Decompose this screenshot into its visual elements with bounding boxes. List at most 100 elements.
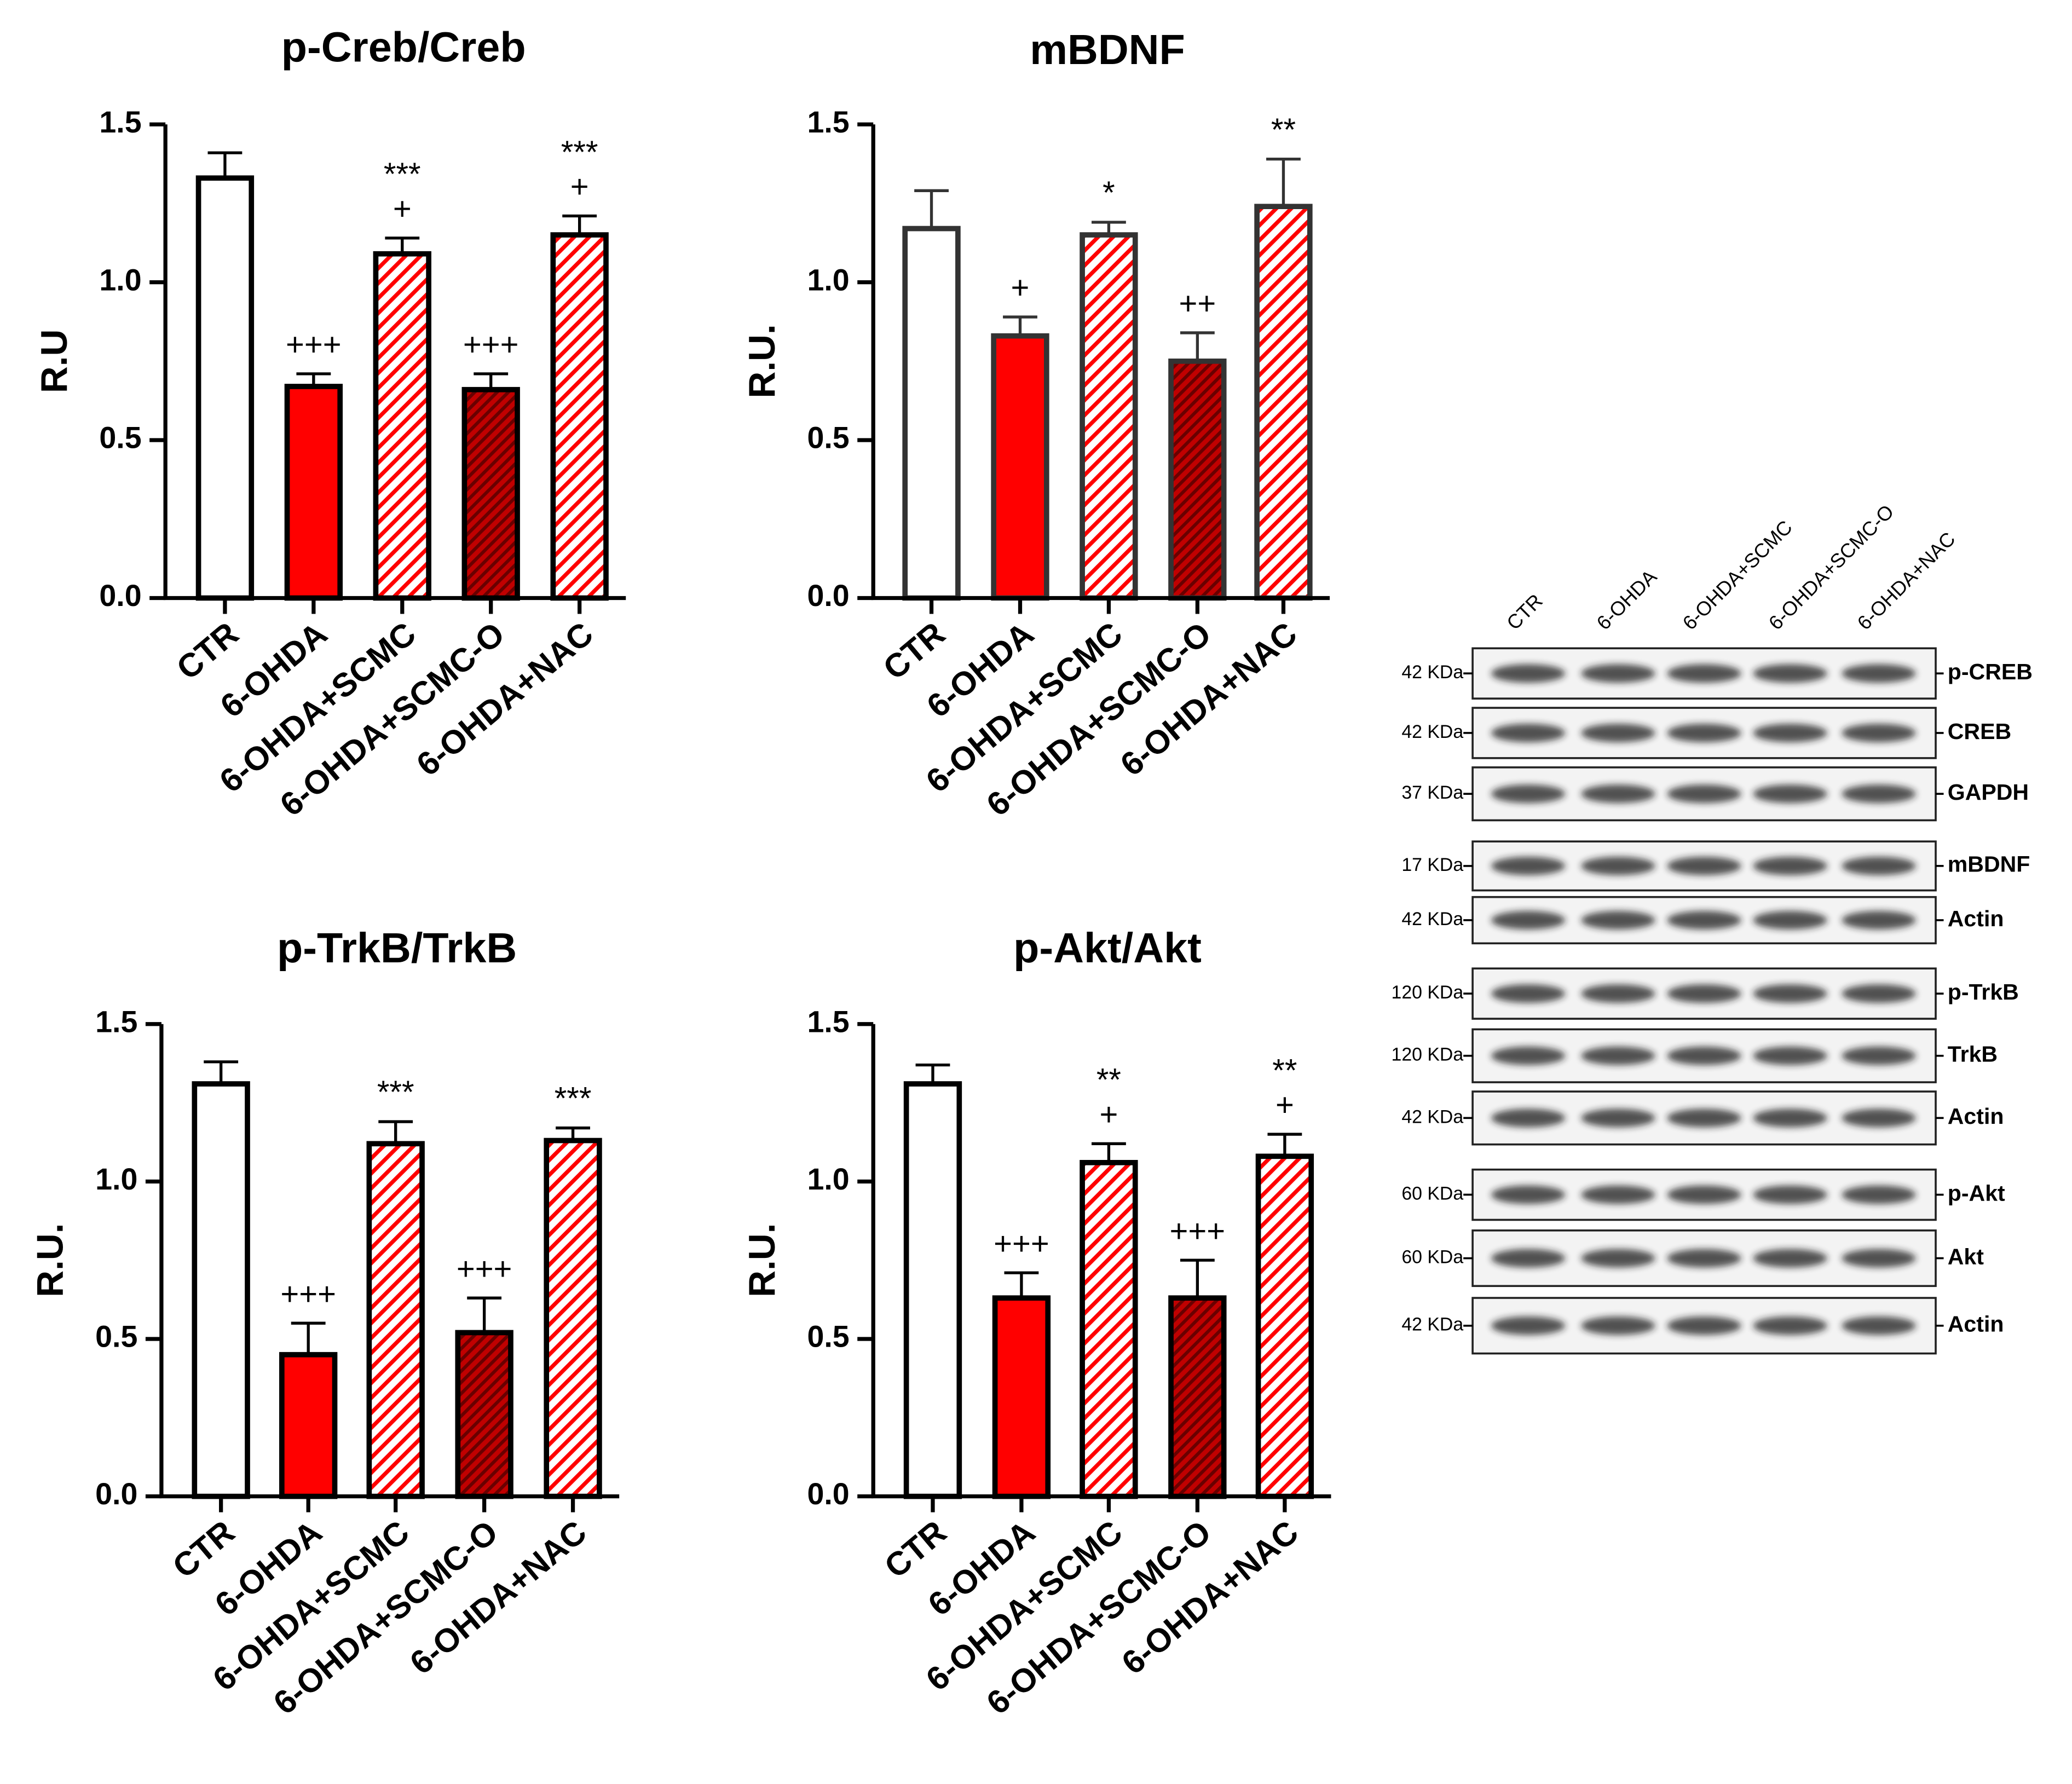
kda-label: 42 KDa <box>1401 909 1463 929</box>
band <box>1842 1316 1916 1335</box>
band <box>1581 1185 1655 1204</box>
band <box>1753 664 1827 683</box>
error-bar <box>1266 157 1301 207</box>
bar <box>991 333 1049 601</box>
y-tick-label: 0.5 <box>99 421 141 455</box>
band <box>1667 1249 1741 1268</box>
error-bar <box>204 1060 239 1084</box>
chart-title: mBDNF <box>1030 26 1185 73</box>
protein-label: TrkB <box>1948 1042 1998 1067</box>
bar <box>284 384 343 601</box>
kda-label: 37 KDa <box>1401 782 1463 803</box>
band <box>1842 1249 1916 1268</box>
chart: p-TrkB/TrkBR.U.0.00.51.01.5CTR+++6-OHDA*… <box>30 925 620 1722</box>
band <box>1753 1046 1827 1065</box>
significance-label: ** <box>1096 1063 1121 1098</box>
protein-label: GAPDH <box>1948 780 2029 805</box>
protein-label: Akt <box>1948 1244 1984 1269</box>
protein-label: p-CREB <box>1948 659 2033 684</box>
band <box>1753 984 1827 1003</box>
band <box>1842 911 1916 929</box>
band <box>1753 784 1827 804</box>
lane-label: CTR <box>1502 590 1547 634</box>
error-bar <box>291 1321 326 1355</box>
error-bar <box>915 1063 950 1084</box>
bar <box>1080 232 1138 601</box>
significance-label: + <box>393 191 412 227</box>
significance-label: +++ <box>463 327 519 362</box>
y-tick-label: 1.0 <box>99 263 141 297</box>
band <box>1753 1316 1827 1335</box>
band <box>1667 984 1741 1003</box>
protein-label: mBDNF <box>1948 852 2030 877</box>
band <box>1667 1316 1741 1335</box>
band <box>1491 664 1566 683</box>
axes <box>871 124 1330 601</box>
y-axis-label: R.U. <box>742 1223 783 1297</box>
y-axis-label: R.U <box>34 330 75 394</box>
error-bar <box>378 1120 413 1144</box>
band <box>1581 856 1655 875</box>
kda-label: 42 KDa <box>1401 721 1463 742</box>
y-tick-label: 0.5 <box>95 1320 137 1354</box>
error-bar <box>207 151 243 178</box>
band <box>1581 1249 1655 1268</box>
band <box>1581 724 1655 742</box>
chart-title: p-Creb/Creb <box>281 24 526 71</box>
band <box>1491 1046 1566 1065</box>
band <box>1491 984 1566 1003</box>
error-bar <box>1003 315 1037 336</box>
bar <box>373 251 431 601</box>
significance-label: *** <box>561 135 598 170</box>
y-tick-label: 1.5 <box>95 1004 137 1038</box>
axes <box>163 124 626 601</box>
y-tick-label: 1.0 <box>807 1162 849 1196</box>
significance-label: + <box>570 169 589 205</box>
y-tick-label: 0.5 <box>807 421 849 455</box>
band <box>1753 1249 1827 1268</box>
significance-label: *** <box>377 1075 414 1110</box>
bar <box>544 1138 602 1499</box>
error-bar <box>914 189 949 229</box>
bar <box>455 1330 513 1499</box>
protein-label: p-TrkB <box>1948 979 2019 1004</box>
band <box>1842 784 1916 804</box>
band <box>1581 1108 1655 1128</box>
band <box>1842 1046 1916 1065</box>
y-tick-label: 0.0 <box>807 579 849 613</box>
chart: p-Akt/AktR.U.0.00.51.01.5CTR+++6-OHDA**+… <box>742 925 1331 1722</box>
error-bar <box>467 1296 502 1333</box>
band <box>1491 724 1566 742</box>
band <box>1581 1316 1655 1335</box>
significance-label: + <box>1275 1087 1294 1123</box>
bar <box>1168 1295 1227 1499</box>
bar <box>1168 358 1227 601</box>
band <box>1667 856 1741 875</box>
error-bar <box>1092 1142 1126 1163</box>
y-axis-label: R.U. <box>30 1223 71 1297</box>
kda-label: 17 KDa <box>1401 855 1463 875</box>
band <box>1491 856 1566 875</box>
bar <box>1080 1159 1138 1499</box>
band <box>1667 1108 1741 1128</box>
significance-label: +++ <box>1170 1213 1226 1249</box>
chart: mBDNFR.U.0.00.51.01.5CTR+6-OHDA*6-OHDA+S… <box>742 26 1330 823</box>
x-tick-label: CTR <box>165 1513 241 1585</box>
band <box>1581 911 1655 929</box>
band <box>1753 856 1827 875</box>
band <box>1667 724 1741 742</box>
x-tick-label: CTR <box>878 1513 954 1585</box>
bar <box>1254 204 1313 601</box>
x-tick-label: CTR <box>876 615 952 687</box>
band <box>1491 911 1566 929</box>
bar <box>902 226 961 601</box>
bar <box>192 1081 250 1499</box>
significance-label: ** <box>1271 112 1296 148</box>
chart-title: p-Akt/Akt <box>1013 925 1202 972</box>
band <box>1753 724 1827 742</box>
kda-label: 42 KDa <box>1401 1314 1463 1335</box>
band <box>1753 1108 1827 1128</box>
significance-label: *** <box>384 157 421 192</box>
bar <box>195 175 255 601</box>
